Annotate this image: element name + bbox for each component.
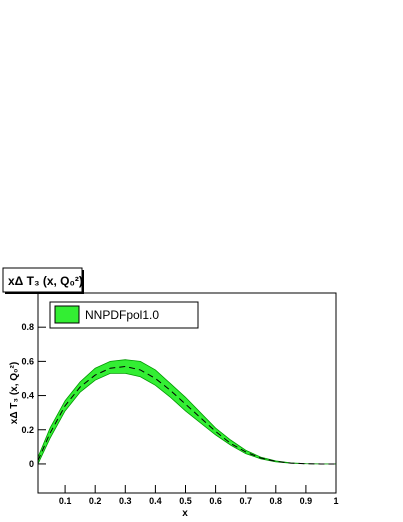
x-tick-label: 0.9	[300, 496, 313, 506]
central-line	[37, 365, 336, 465]
x-tick-label: 0.4	[149, 496, 162, 506]
y-tick-label: 0	[29, 459, 34, 469]
title-box	[2, 267, 83, 293]
x-tick-label: 0.2	[89, 496, 102, 506]
x-tick-label: 0.1	[59, 496, 72, 506]
y-tick-label: 0.4	[21, 391, 34, 401]
legend-label: NNPDFpol1.0	[85, 308, 159, 322]
chart-title: xΔ T₃ (x, Q₀²)	[8, 274, 83, 288]
x-tick-label: 0.3	[119, 496, 132, 506]
y-tick-label: 0.2	[21, 425, 34, 435]
y-axis-label: xΔ T₃ (x, Q₀²)	[9, 362, 20, 424]
y-tick-label: 0.8	[21, 322, 34, 332]
plot-frame	[37, 292, 337, 494]
x-tick-label: 1	[333, 496, 338, 506]
x-tick-label: 0.5	[179, 496, 192, 506]
y-tick-label: 0.6	[21, 356, 34, 366]
x-axis-label: x	[182, 508, 188, 519]
x-tick-label: 0.6	[209, 496, 222, 506]
x-tick-label: 0.8	[270, 496, 283, 506]
legend-swatch	[54, 305, 80, 324]
band-area	[37, 359, 336, 465]
x-tick-label: 0.7	[239, 496, 252, 506]
